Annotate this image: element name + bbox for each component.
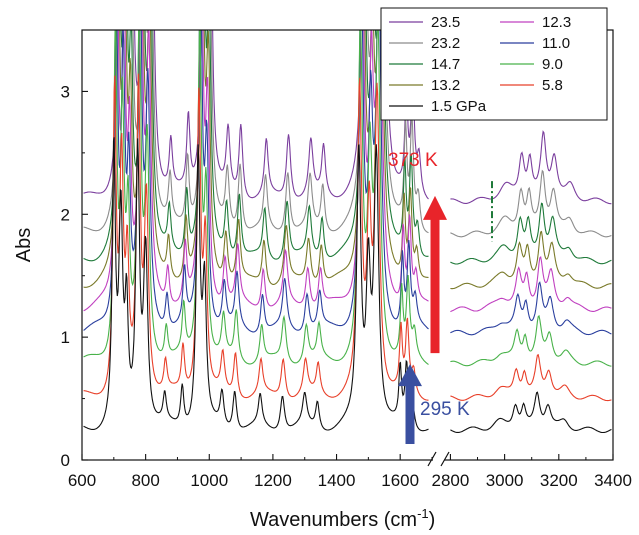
- series-line-left: [83, 30, 429, 234]
- legend-label: 5.8: [542, 77, 563, 94]
- x-tick-label: 1600: [381, 471, 419, 490]
- series-line-right: [450, 130, 612, 205]
- series-line-right: [450, 169, 612, 238]
- x-tick-label: 600: [68, 471, 96, 490]
- legend: 23.5 12.3 23.2 11.0 14.7 9.0 13.2 5.8 1.5 GPa: [380, 7, 608, 121]
- series-line-right: [450, 391, 612, 434]
- legend-label: 13.2: [431, 77, 460, 94]
- series-line-right: [450, 281, 612, 336]
- series-line-left: [83, 137, 429, 432]
- series-line-right: [450, 230, 612, 290]
- heating-arrow-head: [423, 195, 447, 220]
- series-line-left: [83, 30, 429, 200]
- y-tick-label: 2: [61, 205, 70, 224]
- series-line-left: [83, 73, 429, 401]
- legend-label: 23.5: [431, 14, 460, 31]
- x-axis-title-superscript: -1: [417, 506, 429, 521]
- annotation-373k: 373 K: [388, 150, 438, 171]
- x-tick-label: 1400: [318, 471, 356, 490]
- x-tick-label: 800: [131, 471, 159, 490]
- x-tick-label: 3200: [540, 471, 578, 490]
- x-tick-label: 2800: [432, 471, 470, 490]
- y-tick-label: 3: [61, 82, 70, 101]
- plot-frame: [81, 29, 614, 461]
- series-lines: [83, 30, 612, 434]
- x-axis-title-end: ): [429, 509, 436, 531]
- legend-label: 1.5 GPa: [431, 98, 487, 115]
- legend-label: 12.3: [542, 14, 571, 31]
- legend-label: 23.2: [431, 35, 460, 52]
- annotation-295k: 295 K: [420, 399, 470, 420]
- y-tick-label: 1: [61, 328, 70, 347]
- axis-break-gap: [433, 452, 444, 468]
- cooling-arrow-head: [398, 364, 422, 387]
- x-tick-label: 3400: [594, 471, 632, 490]
- legend-label: 9.0: [542, 56, 563, 73]
- y-axis-title: Abs: [13, 228, 35, 262]
- series-line-left: [83, 30, 429, 333]
- series-line-right: [450, 353, 612, 402]
- series-line-right: [450, 314, 612, 367]
- x-tick-label: 1200: [254, 471, 292, 490]
- series-line-right: [450, 202, 612, 265]
- x-axis-title: Wavenumbers (cm-1): [250, 506, 435, 531]
- x-axis-title-main: Wavenumbers (cm: [250, 509, 417, 531]
- x-tick-label: 1000: [190, 471, 228, 490]
- legend-label: 11.0: [542, 35, 570, 52]
- axis-break-slash: [440, 451, 450, 467]
- x-tick-label: 3000: [486, 471, 524, 490]
- axis-ticks: 0 1 2 3 600 800 1000 1200 1400 1600 2800 3000 3200 34…: [61, 82, 632, 490]
- y-tick-label: 0: [61, 451, 70, 470]
- series-line-left: [83, 30, 429, 312]
- series-line-left: [83, 30, 429, 365]
- legend-label: 14.7: [431, 56, 460, 73]
- annotations: 373 K 295 K: [388, 150, 493, 445]
- series-line-right: [450, 256, 612, 313]
